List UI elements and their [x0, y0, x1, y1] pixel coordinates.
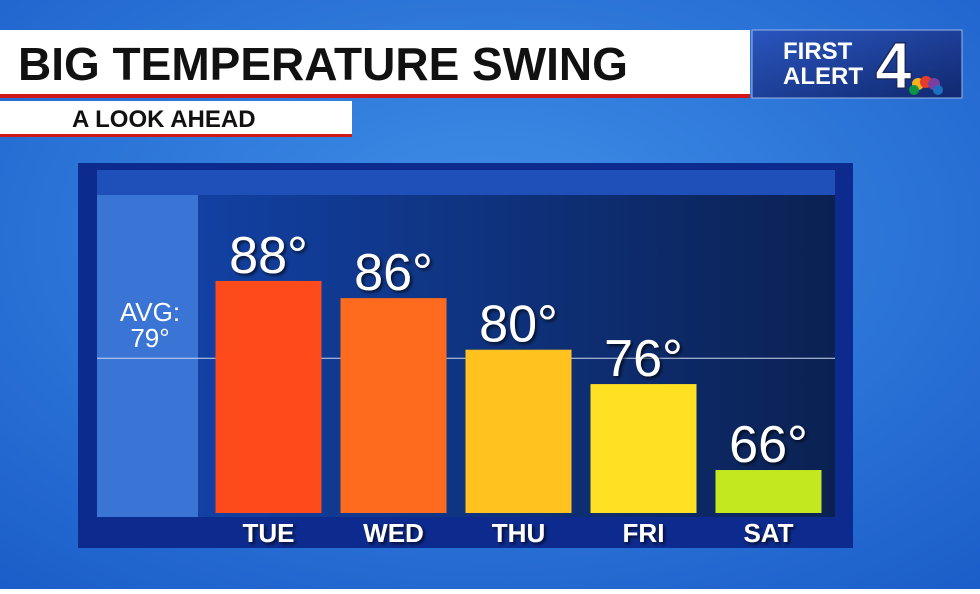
bar — [340, 298, 447, 513]
average-value-label: 79° — [130, 323, 169, 353]
x-tick-label: FRI — [623, 518, 665, 548]
value-label: 76° — [604, 330, 683, 388]
title-underline — [0, 94, 750, 98]
bar — [465, 349, 572, 513]
value-label: 80° — [479, 296, 558, 354]
x-tick-label: TUE — [243, 518, 295, 548]
subtitle-underline — [0, 134, 352, 137]
x-axis-strip — [97, 517, 835, 543]
peacock-icon — [909, 76, 943, 95]
chart-title: BIG TEMPERATURE SWING — [18, 38, 628, 90]
bar — [215, 280, 322, 513]
chart-subtitle: A LOOK AHEAD — [72, 106, 256, 133]
value-label: 86° — [354, 244, 433, 302]
logo-line2: ALERT — [783, 63, 863, 90]
logo-line1: FIRST — [783, 38, 853, 65]
value-label: 88° — [229, 227, 308, 285]
subtitle-bar — [0, 101, 352, 134]
x-tick-label: SAT — [743, 518, 793, 548]
bar — [590, 384, 697, 513]
x-tick-label: THU — [492, 518, 545, 548]
header-strip — [97, 170, 835, 195]
average-column — [97, 195, 198, 518]
bar — [715, 470, 822, 513]
title-bar — [0, 30, 750, 94]
value-label: 66° — [729, 416, 808, 474]
average-label: AVG: — [120, 297, 180, 327]
x-tick-label: WED — [363, 518, 424, 548]
logo-number: 4 — [875, 28, 912, 102]
